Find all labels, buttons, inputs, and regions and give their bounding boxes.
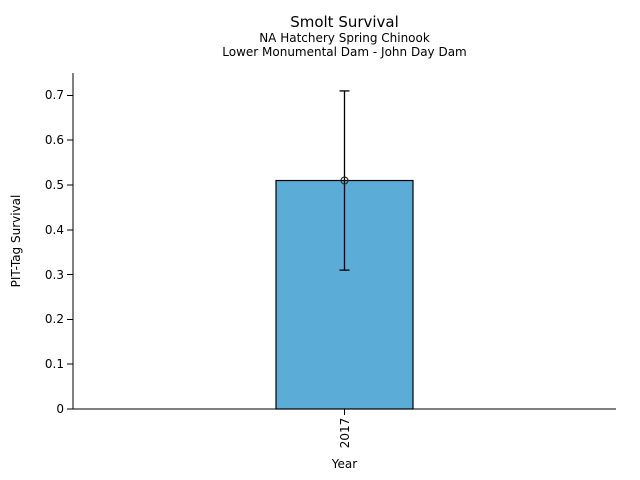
y-tick-label: 0.3 (44, 267, 64, 282)
y-tick-label: 0.7 (44, 88, 64, 103)
y-tick-label: 0 (56, 402, 64, 416)
x-axis-label: Year (331, 457, 358, 471)
y-tick-label: 0.1 (44, 357, 64, 372)
y-tick-label: 0.6 (44, 133, 64, 148)
y-tick-label: 0.5 (44, 178, 64, 192)
chart-subtitle-line2: Lower Monumental Dam - John Day Dam (222, 45, 467, 59)
chart-title: Smolt Survival (290, 13, 399, 31)
y-tick-label: 0.4 (44, 222, 64, 237)
y-tick-label: 0.2 (44, 312, 64, 327)
chart-subtitle-line1: NA Hatchery Spring Chinook (259, 31, 430, 45)
value-marker (340, 176, 349, 185)
x-tick-label: 2017 (337, 417, 352, 449)
